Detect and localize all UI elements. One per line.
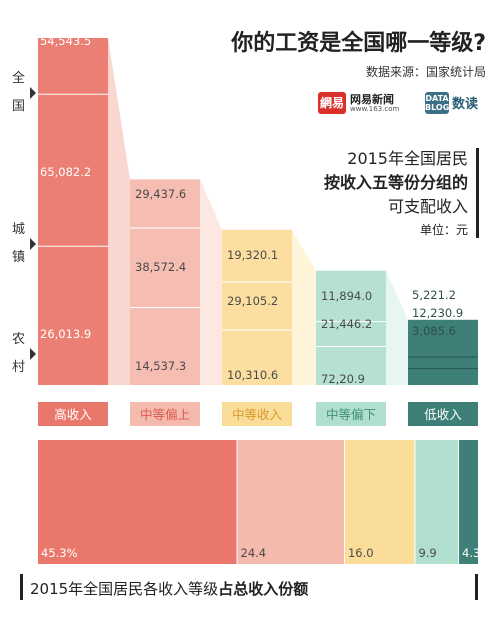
value-label-4-urban: 21,446.2 — [321, 317, 372, 331]
subtitle-divider — [476, 148, 479, 238]
category-label-1: 高收入 — [54, 407, 92, 422]
share-chart-title-plain: 2015年全国居民各收入等级 — [30, 580, 218, 598]
subtitle-line-1: 2015年全国居民 — [347, 149, 468, 168]
value-label-3-rural: 10,310.6 — [227, 368, 278, 382]
netease-logo-mark: 網易 — [318, 92, 346, 114]
category-label-5: 低收入 — [424, 407, 462, 422]
side-label-rural-2: 村 — [12, 360, 25, 375]
value-label-4-national: 11,894.0 — [321, 289, 372, 303]
category-label-4: 中等偏下 — [326, 407, 376, 422]
funnel-layer — [108, 38, 408, 385]
share-segment-4 — [415, 440, 460, 564]
source-text: 数据来源：国家统计局 — [366, 64, 486, 79]
category-box-2 — [130, 402, 200, 426]
value-label-5-rural: 3,085.6 — [412, 324, 456, 338]
bottom-title-divider-right — [475, 574, 478, 600]
value-label-2-rural: 14,537.3 — [135, 359, 186, 373]
funnel-connector-1 — [108, 38, 130, 385]
side-label-urban-2: 镇 — [12, 250, 25, 265]
income-bar-2 — [130, 179, 200, 385]
value-label-1-urban: 65,082.2 — [40, 165, 91, 179]
share-label-3: 16.0 — [348, 546, 374, 560]
share-label-4: 9.9 — [418, 546, 436, 560]
bars-layer — [38, 38, 478, 385]
netease-logo-url: www.163.com — [350, 105, 400, 113]
value-label-1-rural: 26,013.9 — [40, 327, 91, 341]
value-label-5-urban: 12,230.9 — [412, 306, 463, 320]
category-box-4 — [316, 402, 386, 426]
side-marker-national — [30, 87, 36, 99]
category-labels-layer: 高收入 中等偏上 中等收入 中等偏下 低收入 — [38, 402, 478, 426]
share-label-2: 24.4 — [241, 546, 267, 560]
value-label-2-national: 29,437.6 — [135, 187, 186, 201]
value-label-3-urban: 29,105.2 — [227, 294, 278, 308]
value-label-2-urban: 38,572.4 — [135, 260, 186, 274]
income-bar-5 — [408, 319, 478, 385]
value-label-4-rural: 72,20.9 — [321, 372, 365, 386]
share-segment-5 — [459, 440, 478, 564]
share-segment-1 — [38, 440, 238, 564]
netease-logo-name: 网易新闻 — [350, 93, 394, 106]
bottom-title-divider — [20, 574, 23, 600]
subtitle-line-3: 可支配收入 — [388, 197, 468, 216]
side-marker-urban — [30, 238, 36, 250]
side-marker-rural — [30, 348, 36, 360]
category-box-1 — [38, 402, 108, 426]
share-label-1: 45.3% — [41, 546, 78, 560]
value-label-3-national: 19,320.1 — [227, 248, 278, 262]
side-labels: 全 国 城 镇 农 村 — [12, 70, 36, 375]
income-bar-3 — [222, 229, 292, 385]
category-box-5 — [408, 402, 478, 426]
value-label-1-national: 54,543.5 — [40, 34, 91, 48]
value-label-5-national: 5,221.2 — [412, 288, 456, 302]
unit-label: 单位：元 — [420, 222, 468, 237]
share-chart-title: 2015年全国居民各收入等级占总收入份额 — [30, 580, 308, 598]
page-title: 你的工资是全国哪一等级? — [230, 30, 486, 56]
share-label-5: 4.3 — [462, 546, 480, 560]
share-segment-3 — [344, 440, 416, 564]
share-layer: 45.3% 24.4 16.0 9.9 4.3 — [38, 440, 480, 564]
category-box-3 — [222, 402, 292, 426]
funnel-connector-2 — [200, 179, 222, 385]
income-bar-4 — [316, 270, 386, 385]
side-label-national-2: 国 — [12, 99, 25, 114]
funnel-connector-3 — [292, 229, 316, 385]
share-chart-title-bold: 占总收入份额 — [218, 580, 308, 598]
category-label-2: 中等偏上 — [140, 407, 190, 422]
subtitle-line-2: 按收入五等份分组的 — [324, 173, 468, 192]
value-labels-layer: 54,543.5 65,082.2 26,013.9 29,437.6 38,572.4… — [40, 34, 463, 386]
funnel-connector-4 — [386, 270, 408, 385]
category-label-3: 中等收入 — [232, 407, 283, 422]
datablog-logo-name: 数读 — [452, 97, 479, 112]
income-bar-1 — [38, 38, 108, 385]
side-label-urban-1: 城 — [12, 222, 25, 237]
side-label-national-1: 全 — [12, 70, 25, 86]
share-segment-2 — [237, 440, 345, 564]
tick-layer — [38, 93, 478, 370]
datablog-logo-mark: DATA BLOG — [425, 92, 450, 114]
side-label-rural-1: 农 — [12, 332, 25, 347]
